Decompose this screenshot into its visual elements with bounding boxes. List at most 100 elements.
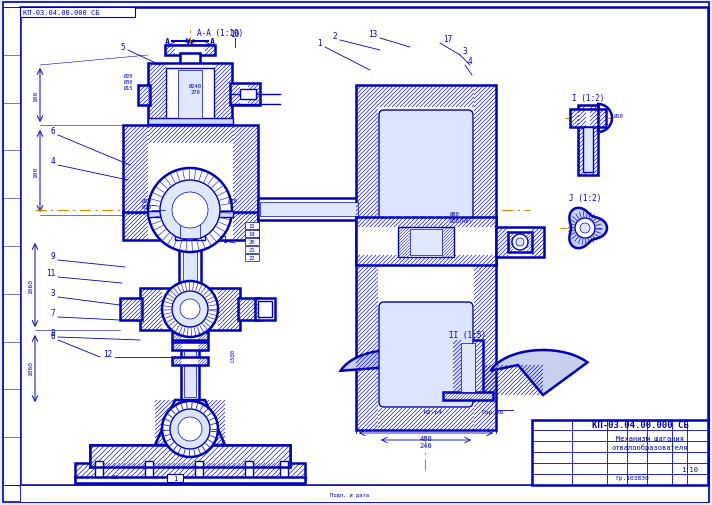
Text: 100: 100 bbox=[33, 90, 38, 102]
Text: Подп. и дата: Подп. и дата bbox=[330, 491, 370, 496]
Bar bbox=[3, 8, 20, 485]
Bar bbox=[183, 241, 197, 287]
Text: Н2-b4: Н2-b4 bbox=[424, 409, 442, 414]
Text: II (1:5): II (1:5) bbox=[449, 330, 486, 339]
Text: Гр.103830: Гр.103830 bbox=[615, 476, 649, 481]
Bar bbox=[356, 218, 496, 266]
Text: Ø15: Ø15 bbox=[122, 86, 132, 91]
Bar bbox=[145, 461, 153, 483]
Text: Ø10: Ø10 bbox=[142, 205, 152, 210]
Text: 6: 6 bbox=[51, 127, 55, 136]
Circle shape bbox=[575, 219, 595, 238]
Bar bbox=[508, 232, 532, 252]
Polygon shape bbox=[162, 401, 218, 457]
Text: Ø240: Ø240 bbox=[189, 84, 201, 89]
Bar bbox=[90, 445, 290, 467]
Bar bbox=[165, 46, 215, 56]
Text: J (1:2): J (1:2) bbox=[569, 193, 601, 203]
Bar bbox=[120, 298, 142, 320]
Text: Ø20: Ø20 bbox=[228, 198, 238, 204]
Text: Механизм шагания: Механизм шагания bbox=[616, 435, 684, 441]
Bar bbox=[280, 461, 288, 483]
Circle shape bbox=[172, 291, 208, 327]
Bar bbox=[20, 485, 708, 502]
Bar bbox=[398, 228, 454, 258]
Circle shape bbox=[160, 181, 220, 240]
Text: 2: 2 bbox=[333, 32, 337, 41]
Bar bbox=[255, 298, 275, 320]
Text: 3: 3 bbox=[51, 288, 55, 297]
Bar bbox=[90, 445, 290, 467]
Bar bbox=[184, 333, 196, 397]
Bar bbox=[75, 477, 305, 483]
Bar bbox=[240, 90, 256, 100]
Polygon shape bbox=[491, 350, 587, 395]
Bar bbox=[140, 288, 240, 330]
Bar bbox=[178, 71, 202, 119]
Text: 3: 3 bbox=[463, 47, 468, 56]
Bar bbox=[356, 86, 496, 430]
Bar bbox=[245, 255, 259, 262]
Text: Ø10: Ø10 bbox=[614, 114, 624, 119]
Bar bbox=[75, 463, 305, 479]
Bar bbox=[496, 228, 544, 258]
Bar bbox=[148, 119, 233, 125]
Circle shape bbox=[580, 224, 590, 233]
Bar bbox=[172, 358, 208, 365]
Text: 1: 1 bbox=[173, 475, 177, 481]
Text: 22: 22 bbox=[248, 255, 255, 260]
Text: 1060: 1060 bbox=[28, 278, 33, 293]
Bar bbox=[532, 420, 708, 485]
Bar bbox=[138, 86, 150, 106]
Circle shape bbox=[148, 169, 232, 252]
Bar bbox=[258, 198, 360, 221]
Bar bbox=[181, 330, 199, 400]
Text: Ø30: Ø30 bbox=[122, 80, 132, 85]
Text: 19: 19 bbox=[248, 231, 255, 236]
Polygon shape bbox=[178, 417, 202, 441]
Polygon shape bbox=[570, 209, 607, 248]
Polygon shape bbox=[170, 409, 210, 449]
Bar bbox=[123, 213, 258, 240]
Bar bbox=[179, 238, 201, 290]
Text: А-А (1:10): А-А (1:10) bbox=[197, 28, 243, 37]
Text: 40: 40 bbox=[208, 43, 214, 48]
Text: 5: 5 bbox=[120, 43, 125, 52]
Bar bbox=[245, 231, 259, 237]
Text: А: А bbox=[165, 37, 170, 46]
Bar bbox=[175, 213, 205, 240]
Text: КП-03.04.00.000 СБ: КП-03.04.00.000 СБ bbox=[592, 421, 689, 430]
Bar bbox=[166, 69, 214, 121]
Text: 13: 13 bbox=[368, 30, 377, 39]
Bar bbox=[167, 474, 183, 482]
Circle shape bbox=[172, 192, 208, 229]
Text: 8: 8 bbox=[51, 328, 55, 337]
Text: КП-03.04.00.000 СБ: КП-03.04.00.000 СБ bbox=[23, 10, 100, 16]
Polygon shape bbox=[340, 350, 437, 395]
FancyBboxPatch shape bbox=[379, 302, 473, 407]
Text: 270: 270 bbox=[190, 90, 200, 95]
Circle shape bbox=[512, 234, 528, 250]
Bar bbox=[583, 128, 593, 173]
Text: А: А bbox=[210, 37, 215, 46]
Text: 4: 4 bbox=[468, 57, 473, 66]
Text: 1: 1 bbox=[222, 235, 226, 244]
Text: 11: 11 bbox=[46, 269, 55, 277]
Circle shape bbox=[180, 299, 200, 319]
Bar bbox=[172, 342, 208, 350]
Text: 20: 20 bbox=[248, 239, 255, 244]
Text: Гор.h6: Гор.h6 bbox=[482, 409, 504, 414]
Text: 240: 240 bbox=[419, 442, 432, 448]
Text: отвалообразователя: отвалообразователя bbox=[612, 444, 689, 450]
Text: 100: 100 bbox=[33, 166, 38, 177]
Text: 12: 12 bbox=[103, 349, 112, 358]
Text: Ø80: Ø80 bbox=[450, 212, 460, 217]
Text: 480: 480 bbox=[419, 435, 432, 441]
Bar bbox=[245, 223, 259, 230]
Text: 15: 15 bbox=[248, 223, 255, 228]
Bar bbox=[453, 340, 483, 395]
Bar bbox=[258, 301, 272, 317]
Text: Ø60: Ø60 bbox=[462, 408, 473, 413]
Bar bbox=[148, 64, 232, 126]
Text: 1060: 1060 bbox=[28, 361, 33, 376]
